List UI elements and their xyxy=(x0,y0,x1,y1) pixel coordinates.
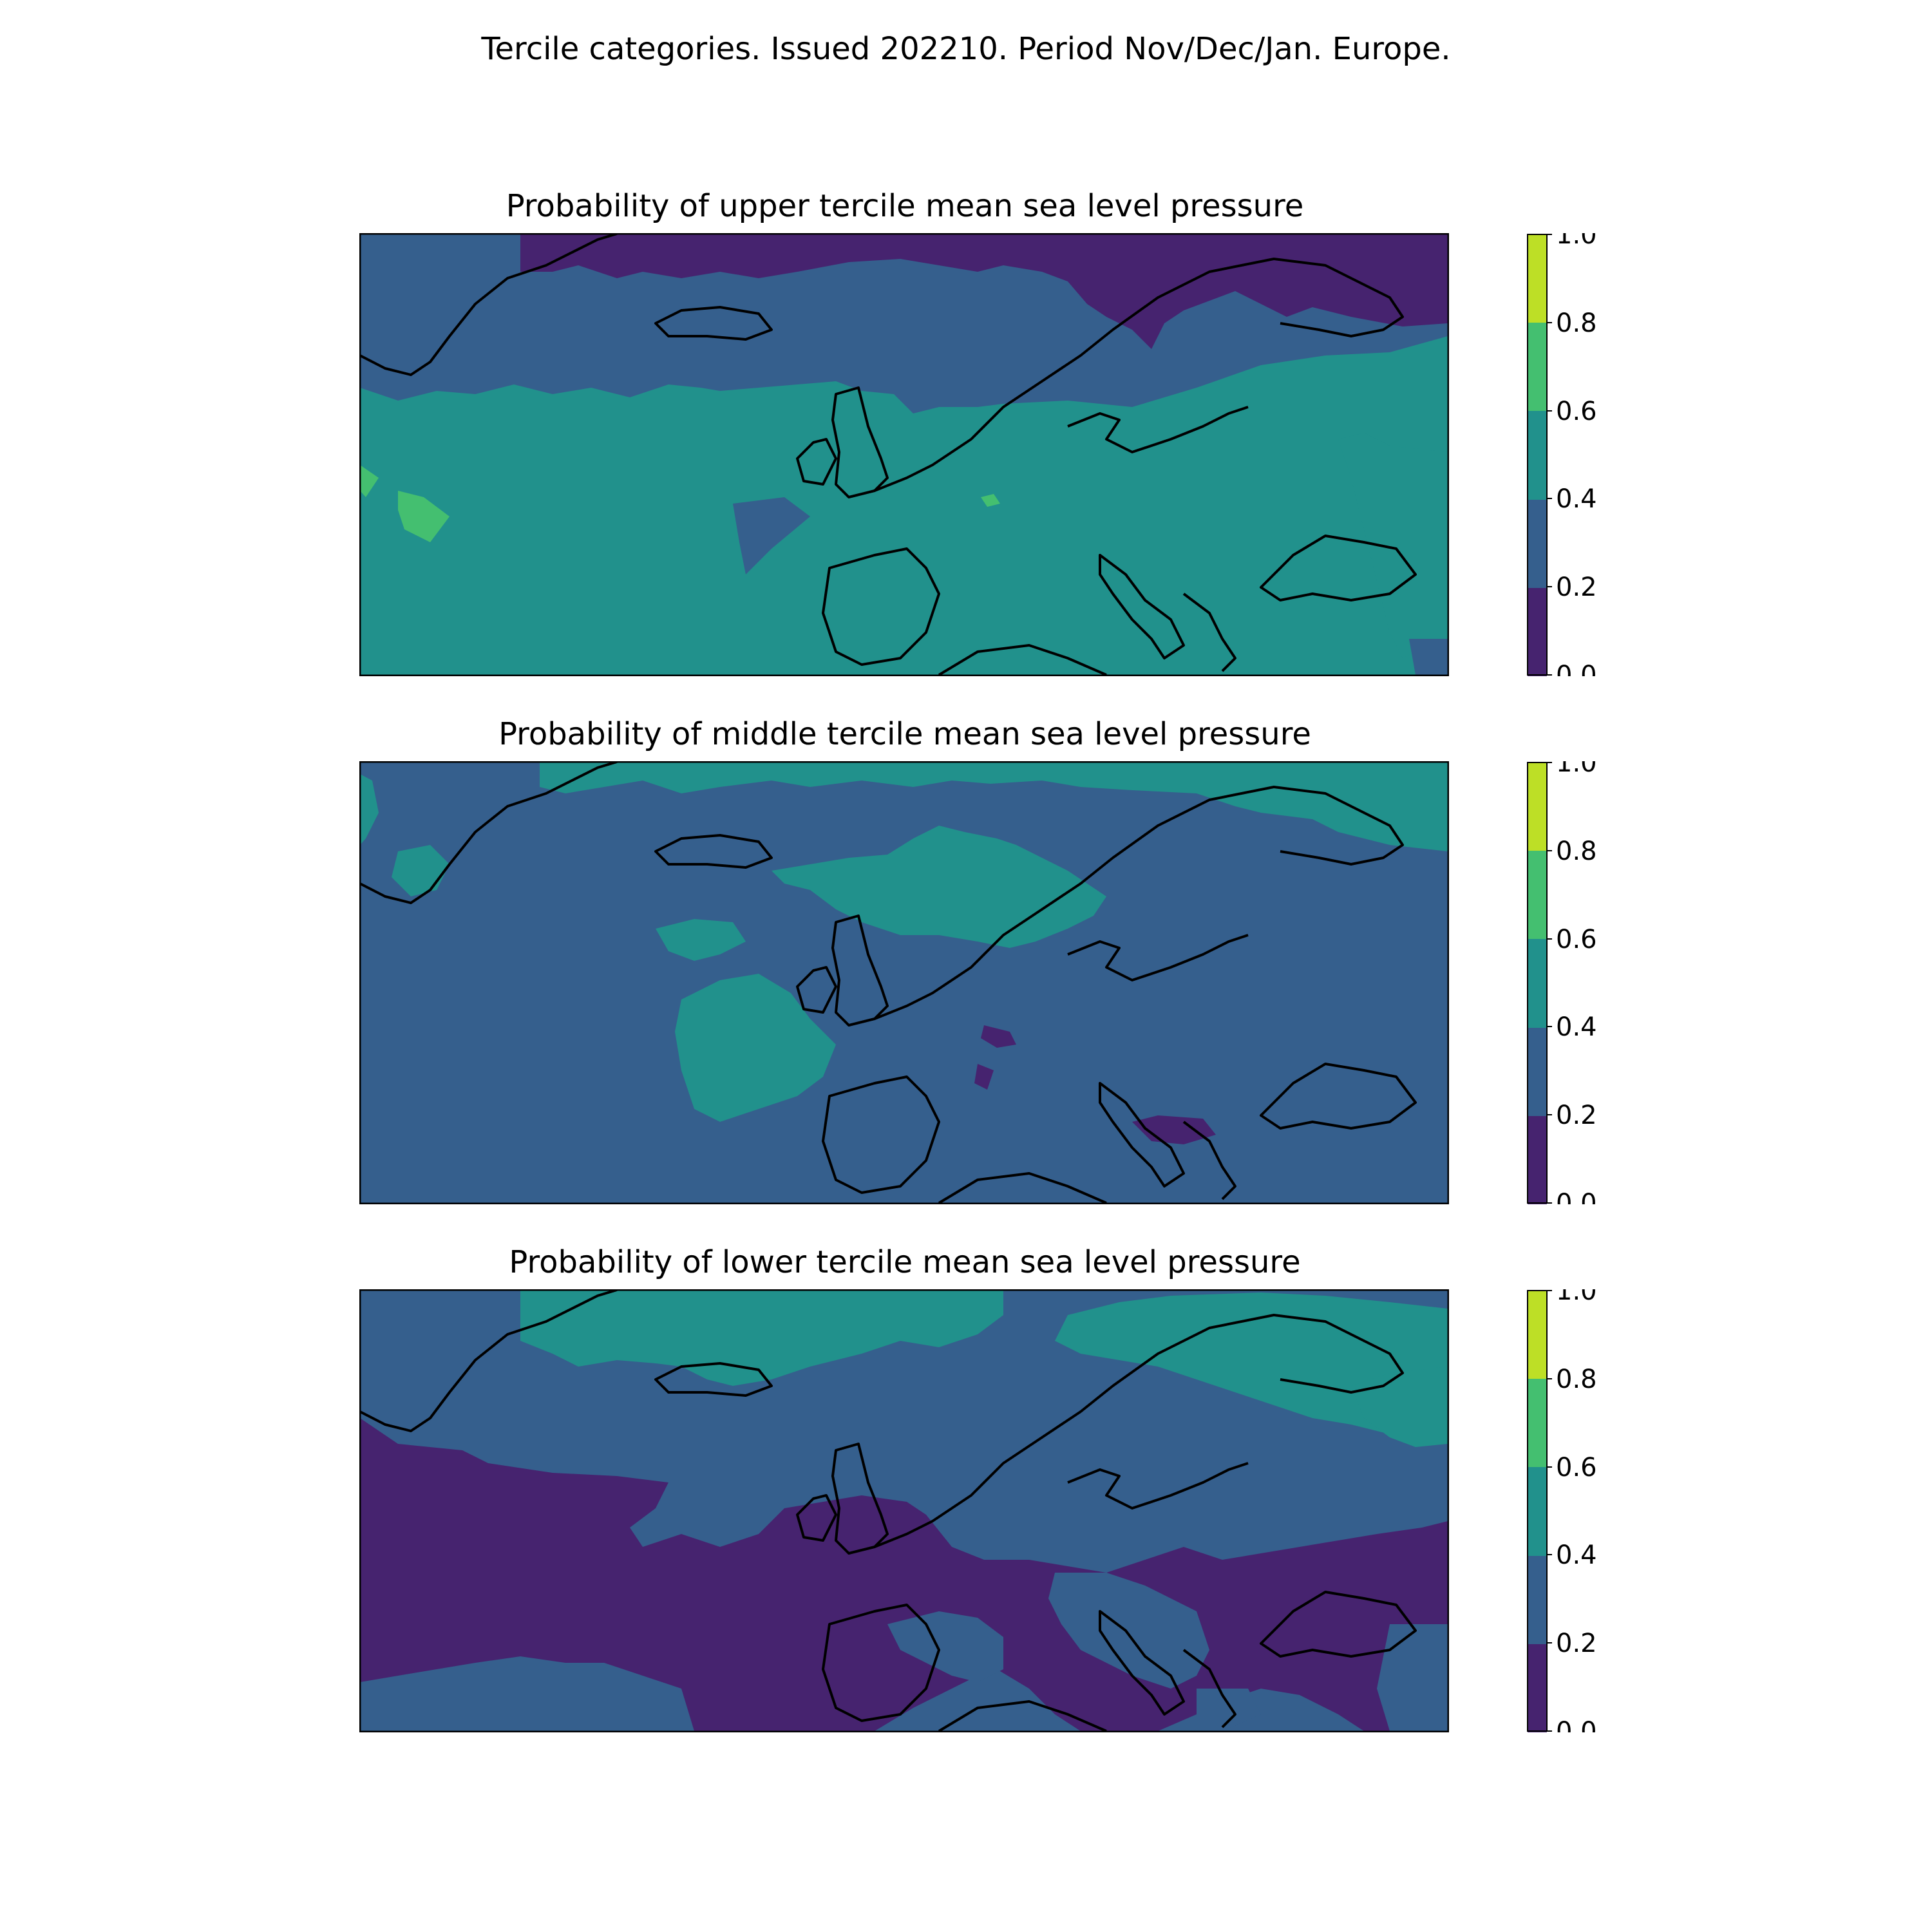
field-region-06-08 xyxy=(981,494,1000,507)
panel-title-middle: Probability of middle tercile mean sea l… xyxy=(498,716,1311,752)
coastline-ireland xyxy=(796,438,837,486)
colorbar-tick-label: 0.6 xyxy=(1556,1453,1597,1482)
colorbar-band-04-06 xyxy=(1528,411,1547,500)
coastline-north-africa xyxy=(938,644,1107,676)
colorbar-lower: 0.0 0.2 0.4 0.6 0.8 1.0 xyxy=(1527,1289,1597,1732)
field-region-00-02 xyxy=(520,234,1448,349)
colorbar-tick-label: 0.0 xyxy=(1556,1717,1597,1732)
map-upper-tercile xyxy=(359,233,1449,676)
colorbar-band-00-02 xyxy=(1528,1116,1547,1204)
coastline-italy xyxy=(1099,554,1185,659)
field-region-02-04 xyxy=(1197,1689,1261,1731)
colorbar-frame xyxy=(1527,1290,1548,1732)
colorbar-band-06-08 xyxy=(1528,851,1547,939)
field-region-02-04 xyxy=(1409,639,1448,675)
colorbar-middle: 0.0 0.2 0.4 0.6 0.8 1.0 xyxy=(1527,761,1597,1204)
field-region-00-02 xyxy=(981,1025,1016,1048)
colorbar-band-06-08 xyxy=(1528,1379,1547,1467)
field-region-00-02 xyxy=(974,1064,994,1090)
colorbar-band-02-04 xyxy=(1528,1028,1547,1116)
field-region-00-02 xyxy=(1132,1115,1216,1144)
colorbar-band-00-02 xyxy=(1528,1644,1547,1732)
colorbar-tick-label: 0.0 xyxy=(1556,1189,1597,1204)
colorbar-tick-label: 1.0 xyxy=(1556,233,1597,250)
colorbar-band-02-04 xyxy=(1528,1556,1547,1644)
field-region-04-06 xyxy=(656,919,746,961)
colorbar-tick-label: 0.6 xyxy=(1556,397,1597,426)
colorbar-band-08-10 xyxy=(1528,234,1547,323)
colorbar-tick-label: 0.8 xyxy=(1556,1365,1597,1394)
colorbar-band-04-06 xyxy=(1528,1467,1547,1556)
field-region-04-06 xyxy=(675,974,836,1122)
colorbar-tick-label: 0.8 xyxy=(1556,308,1597,338)
coastline-iberia xyxy=(822,547,940,666)
field-region-04-06 xyxy=(1055,1293,1448,1444)
figure-title: Tercile categories. Issued 202210. Perio… xyxy=(481,31,1451,67)
coastlines xyxy=(359,1289,1417,1732)
colorbar-band-02-04 xyxy=(1528,500,1547,588)
colorbar-tick-label: 0.4 xyxy=(1556,1012,1597,1042)
colorbar-upper: 0.0 0.2 0.4 0.6 0.8 1.0 xyxy=(1527,233,1597,676)
colorbar-band-06-08 xyxy=(1528,323,1547,411)
map-frame xyxy=(359,233,1449,676)
colorbar-band-08-10 xyxy=(1528,1291,1547,1379)
coastlines xyxy=(359,233,1417,676)
map-lower-tercile xyxy=(359,1289,1449,1732)
colorbar-tick-label: 0.6 xyxy=(1556,925,1597,954)
coastline-balkans xyxy=(1182,592,1236,672)
field-region-02-04 xyxy=(1377,1624,1448,1731)
colorbar-tick-label: 0.0 xyxy=(1556,661,1597,676)
field-region-04-06 xyxy=(360,774,379,845)
colorbar-tick-label: 1.0 xyxy=(1556,761,1597,778)
field-region-06-08 xyxy=(398,491,450,542)
field-base xyxy=(360,762,1448,1204)
colorbar-frame xyxy=(1527,234,1548,676)
coastline-scandinavia-russia xyxy=(874,258,1404,492)
field-region-02-04 xyxy=(887,1611,1003,1682)
coastline-iceland xyxy=(654,306,773,341)
colorbar-tick-label: 1.0 xyxy=(1556,1289,1597,1306)
field-region-04-06 xyxy=(1338,433,1448,658)
coastlines xyxy=(359,761,1417,1204)
colorbar-tick-label: 0.8 xyxy=(1556,837,1597,866)
colorbar-band-08-10 xyxy=(1528,762,1547,851)
coastline-greenland xyxy=(359,233,618,376)
field-region-02-04 xyxy=(733,497,810,574)
map-frame xyxy=(359,761,1449,1204)
map-middle-tercile xyxy=(359,761,1449,1204)
coastline-black-sea xyxy=(1260,535,1417,601)
colorbar-tick-label: 0.2 xyxy=(1556,573,1597,602)
field-region-02-04 xyxy=(1048,1573,1209,1689)
coastline-baltic xyxy=(1067,406,1249,453)
colorbar-tick-label: 0.2 xyxy=(1556,1629,1597,1658)
panel-title-lower: Probability of lower tercile mean sea le… xyxy=(509,1244,1301,1280)
colorbar-frame xyxy=(1527,762,1548,1204)
colorbar-tick-label: 0.4 xyxy=(1556,484,1597,514)
colorbar-band-00-02 xyxy=(1528,588,1547,676)
panel-title-upper: Probability of upper tercile mean sea le… xyxy=(506,188,1304,224)
field-region-04-06 xyxy=(540,762,1448,851)
map-frame xyxy=(359,1289,1449,1732)
colorbar-tick-label: 0.4 xyxy=(1556,1540,1597,1570)
field-region-04-06 xyxy=(520,1290,1003,1386)
field-region-06-08 xyxy=(360,465,379,497)
colorbar-band-04-06 xyxy=(1528,939,1547,1028)
colorbar-tick-label: 0.2 xyxy=(1556,1101,1597,1130)
